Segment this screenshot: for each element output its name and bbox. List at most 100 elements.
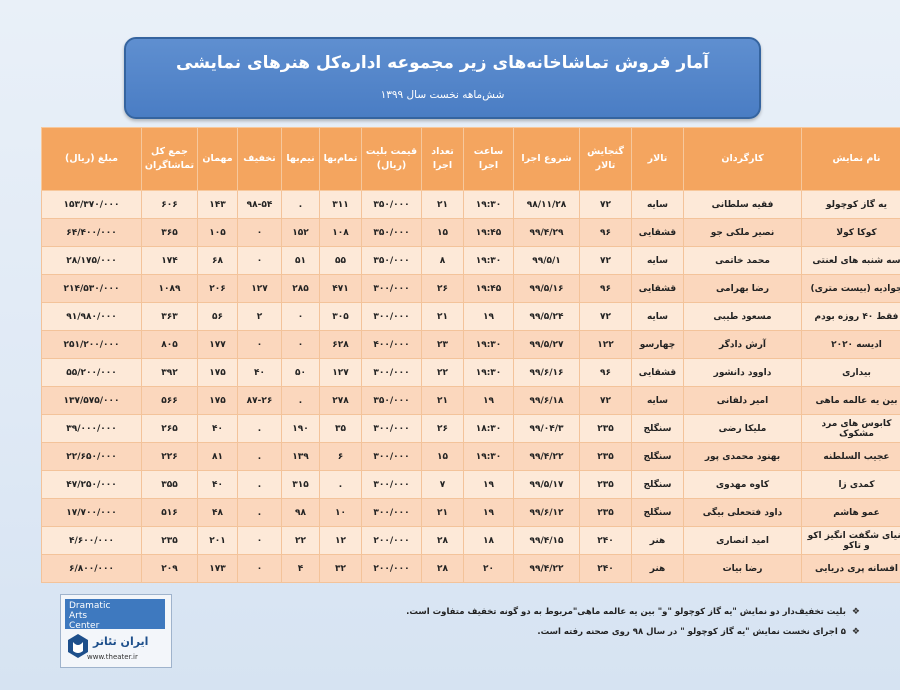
table-cell: ۵۰ — [281, 358, 320, 387]
column-header: تالار — [631, 127, 684, 191]
table-cell: ۲ — [237, 302, 282, 331]
table-cell: ۹۸-۵۴ — [237, 190, 282, 219]
table-cell: ۱۸:۳۰ — [463, 414, 514, 443]
table-cell: ۱۵۳/۳۷۰/۰۰۰ — [41, 190, 142, 219]
table-cell: ۹۹/۵/۲۴ — [513, 302, 580, 331]
table-cell: قشقایی — [631, 358, 684, 387]
table-cell: ۰ — [237, 246, 282, 275]
table-cell: ۱۲ — [319, 526, 362, 555]
table-cell: ۱۴۳ — [197, 190, 238, 219]
table-cell: ادیسه ۲۰۲۰ — [801, 330, 900, 359]
column-header: تمام‌بها — [319, 127, 362, 191]
table-cell: چهارسو — [631, 330, 684, 359]
logo-site-name: ایران تئاتر — [93, 635, 149, 648]
table-row: افسانه پری دریایی رضا بیات هنر ۲۴۰ ۹۹/۴/۲۲ ۲۰… — [41, 554, 900, 583]
table-cell: یه گاز کوچولو — [801, 190, 900, 219]
footnote: ❖ بلیت تخفیف‌دار دو نمایش "یه گاز کوچولو… — [360, 607, 860, 617]
table-cell: ۲۰۰/۰۰۰ — [361, 554, 422, 583]
table-cell: ۲۸ — [421, 526, 464, 555]
table-cell: ۹۹/۵/۱ — [513, 246, 580, 275]
table-cell: ۲۲/۶۵۰/۰۰۰ — [41, 442, 142, 471]
table-cell: کابوس های مرد مشکوک — [801, 414, 900, 443]
table-cell: ۲۱ — [421, 302, 464, 331]
table-cell: ۲۶ — [421, 274, 464, 303]
table-cell: ۱۹ — [463, 386, 514, 415]
table-row: ادیسه ۲۰۲۰ آرش دادگر چهارسو ۱۲۲ ۹۹/۵/۲۷ ۱۹:۳۰… — [41, 330, 900, 359]
table-cell: ۱۹:۴۵ — [463, 274, 514, 303]
table-cell: . — [319, 470, 362, 499]
table-cell: ۱۹ — [463, 470, 514, 499]
table-cell: ۱۷۷ — [197, 330, 238, 359]
table-cell: ۸۱ — [197, 442, 238, 471]
column-header: تخفیف — [237, 127, 282, 191]
table-cell: ۲۳۵ — [141, 526, 198, 555]
table-cell: ۳۰۰/۰۰۰ — [361, 274, 422, 303]
table-cell: ۳۰۰/۰۰۰ — [361, 358, 422, 387]
table-cell: ۱۲۲ — [579, 330, 632, 359]
table-cell: ۲۳۵ — [579, 470, 632, 499]
table-row: کمدی زا کاوه مهدوی سنگلج ۲۳۵ ۹۹/۵/۱۷ ۱۹ ۷ ۳۰۰/۰… — [41, 470, 900, 499]
table-row: کوکا کولا نصیر ملکی جو قشقایی ۹۶ ۹۹/۴/۲۹ ۱۹:۴… — [41, 218, 900, 247]
table-cell: ۲۰۶ — [197, 274, 238, 303]
table-cell: ۲۰ — [463, 554, 514, 583]
table-cell: ۲۳۵ — [579, 414, 632, 443]
diamond-bullet-icon: ❖ — [851, 607, 860, 617]
table-cell: ۹۶ — [579, 358, 632, 387]
table-cell: ۱۲۷ — [319, 358, 362, 387]
table-cell: ۴۰ — [197, 470, 238, 499]
table-cell: ۲۲ — [421, 358, 464, 387]
theater-emblem-icon — [68, 634, 88, 658]
table-cell: ملیکا رضی — [683, 414, 802, 443]
column-header: ساعت اجرا — [463, 127, 514, 191]
table-cell: ۹۸/۱۱/۲۸ — [513, 190, 580, 219]
table-cell: ۳۶۵ — [141, 218, 198, 247]
table-cell: عجیب السلطنه — [801, 442, 900, 471]
table-cell: ۰ — [281, 302, 320, 331]
table-cell: ۹۸ — [281, 498, 320, 527]
table-cell: ۲۶۵ — [141, 414, 198, 443]
table-cell: ۶۲۸ — [319, 330, 362, 359]
table-cell: سایه — [631, 386, 684, 415]
table-cell: ۹۹/۴/۲۲ — [513, 554, 580, 583]
table-cell: ۵۶ — [197, 302, 238, 331]
table-cell: ۱۹ — [463, 498, 514, 527]
table-cell: ۹۱/۹۸۰/۰۰۰ — [41, 302, 142, 331]
table-cell: ۹۹/۵/۱۷ — [513, 470, 580, 499]
table-cell: ۴۰ — [237, 358, 282, 387]
table-cell: رضا بیات — [683, 554, 802, 583]
table-cell: ۸۷-۲۶ — [237, 386, 282, 415]
table-cell: ۵۱۶ — [141, 498, 198, 527]
table-cell: ۵۱ — [281, 246, 320, 275]
table-cell: سنگلج — [631, 414, 684, 443]
table-cell: ۱۹:۳۰ — [463, 358, 514, 387]
column-header: تعداد اجرا — [421, 127, 464, 191]
table-cell: ۳۰۰/۰۰۰ — [361, 442, 422, 471]
table-cell: ۳۰۰/۰۰۰ — [361, 414, 422, 443]
table-cell: ۲۸ — [421, 554, 464, 583]
table-cell: ۲۵۱/۲۰۰/۰۰۰ — [41, 330, 142, 359]
column-header: کارگردان — [683, 127, 802, 191]
table-cell: ۳۹۲ — [141, 358, 198, 387]
table-cell: ۴ — [281, 554, 320, 583]
table-cell: ۳۰۰/۰۰۰ — [361, 498, 422, 527]
table-cell: بهنود محمدی پور — [683, 442, 802, 471]
table-cell: ۳۹/۰۰۰/۰۰۰ — [41, 414, 142, 443]
table-cell: رضا بهرامی — [683, 274, 802, 303]
table-cell: ۷۲ — [579, 386, 632, 415]
table-cell: ۱۵ — [421, 442, 464, 471]
table-cell: سایه — [631, 302, 684, 331]
page-subtitle: شش‌ماهه نخست سال ۱۳۹۹ — [380, 89, 505, 101]
table-cell: . — [237, 498, 282, 527]
table-cell: . — [281, 190, 320, 219]
table-cell: ۲۱ — [421, 498, 464, 527]
table-cell: محمد خاتمی — [683, 246, 802, 275]
table-cell: ۶۰۶ — [141, 190, 198, 219]
table-cell: امید انصاری — [683, 526, 802, 555]
footnote-text: ۵ اجرای نخست نمایش "یه گاز کوچولو " در س… — [537, 627, 846, 637]
table-cell: ۴۷/۲۵۰/۰۰۰ — [41, 470, 142, 499]
table-cell: ۲۸۵ — [281, 274, 320, 303]
footnote-text: بلیت تخفیف‌دار دو نمایش "یه گاز کوچولو "… — [406, 607, 846, 617]
table-cell: . — [237, 414, 282, 443]
table-cell: ۲۱۴/۵۳۰/۰۰۰ — [41, 274, 142, 303]
table-cell: هنر — [631, 554, 684, 583]
